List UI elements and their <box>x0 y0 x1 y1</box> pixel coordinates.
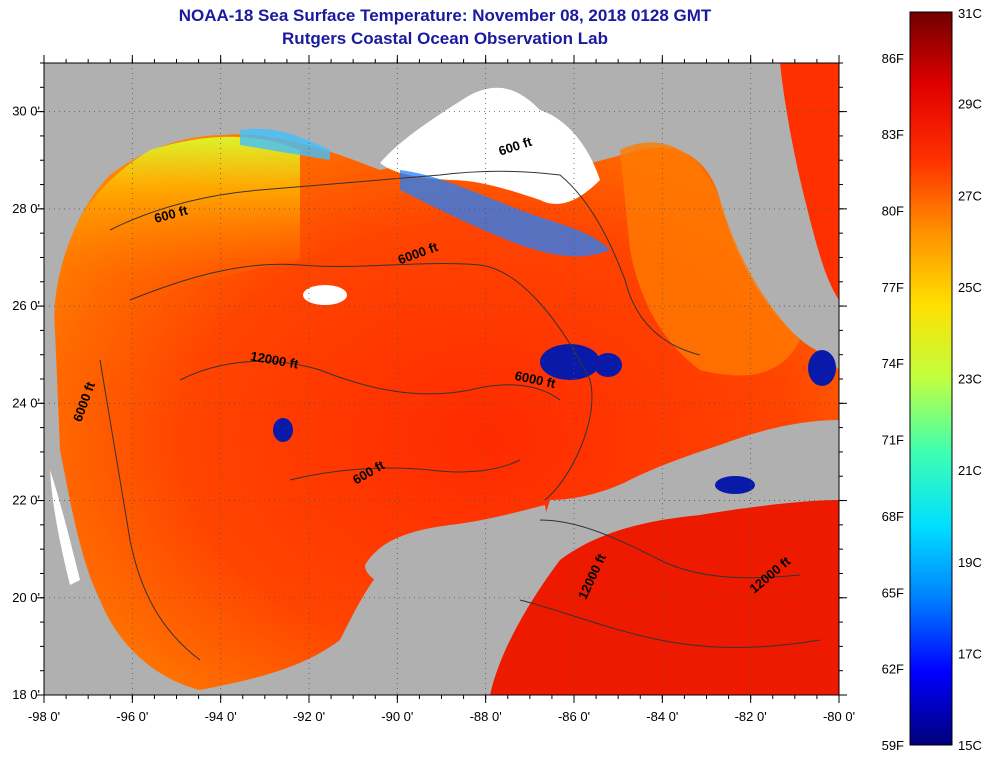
cold-patches <box>240 128 836 494</box>
fahrenheit-label: 71F <box>882 433 904 448</box>
celsius-label: 29C <box>958 97 982 112</box>
y-tick-label: 26 0' <box>12 298 40 313</box>
fahrenheit-label: 65F <box>882 585 904 600</box>
celsius-label: 31C <box>958 6 982 21</box>
florida-land <box>700 63 839 370</box>
fahrenheit-label: 59F <box>882 738 904 753</box>
x-tick-label: -98 0' <box>28 709 60 724</box>
map-title: NOAA-18 Sea Surface Temperature: Novembe… <box>178 6 712 25</box>
x-tick-label: -82 0' <box>735 709 767 724</box>
celsius-label: 21C <box>958 463 982 478</box>
x-tick-label: -86 0' <box>558 709 590 724</box>
celsius-label: 19C <box>958 555 982 570</box>
yucatan-land <box>365 505 547 695</box>
x-tick-label: -92 0' <box>293 709 325 724</box>
celsius-label: 15C <box>958 738 982 753</box>
map-subtitle: Rutgers Coastal Ocean Observation Lab <box>282 29 608 48</box>
y-tick-label: 24 0' <box>12 395 40 410</box>
fahrenheit-label: 77F <box>882 280 904 295</box>
atlantic-water <box>780 63 839 300</box>
x-axis-labels: -98 0' -96 0' -94 0' -92 0' -90 0' -88 0' -86 … <box>28 709 855 724</box>
fahrenheit-label: 86F <box>882 51 904 66</box>
depth-contours <box>99 170 821 661</box>
y-tick-label: 30 0' <box>12 104 40 119</box>
fahrenheit-label: 62F <box>882 662 904 677</box>
y-tick-label: 20 0' <box>12 590 40 605</box>
x-tick-label: -96 0' <box>116 709 148 724</box>
celsius-label: 27C <box>958 188 982 203</box>
celsius-label: 25C <box>958 280 982 295</box>
celsius-label: 17C <box>958 646 982 661</box>
lat-lon-grid <box>44 63 839 695</box>
y-tick-label: 18 0' <box>12 687 40 702</box>
x-tick-label: -94 0' <box>205 709 237 724</box>
fahrenheit-labels: 86F 83F 80F 77F 74F 71F 68F 65F 62F 59F <box>882 51 904 753</box>
y-tick-label: 22 0' <box>12 493 40 508</box>
x-tick-label: -84 0' <box>646 709 678 724</box>
y-axis-labels: 18 0' 20 0' 22 0' 24 0' 26 0' 28 0' 30 0' <box>12 104 40 702</box>
fahrenheit-label: 80F <box>882 204 904 219</box>
fahrenheit-label: 83F <box>882 127 904 142</box>
fahrenheit-label: 68F <box>882 509 904 524</box>
cloud-mask-west <box>50 470 80 585</box>
celsius-label: 23C <box>958 372 982 387</box>
x-tick-label: -88 0' <box>470 709 502 724</box>
cloud-mask-central <box>303 285 347 305</box>
celsius-labels: 31C 29C 27C 25C 23C 21C 19C 17C 15C <box>958 6 982 753</box>
colorbar-scale <box>909 11 953 746</box>
fahrenheit-label: 74F <box>882 356 904 371</box>
y-tick-label: 28 0' <box>12 201 40 216</box>
cloud-mask-north <box>380 87 600 204</box>
x-tick-label: -80 0' <box>823 709 855 724</box>
x-tick-label: -90 0' <box>381 709 413 724</box>
east-shelf-water <box>620 142 800 376</box>
northern-shelf-water <box>65 136 300 304</box>
axis-ticks <box>36 55 847 703</box>
